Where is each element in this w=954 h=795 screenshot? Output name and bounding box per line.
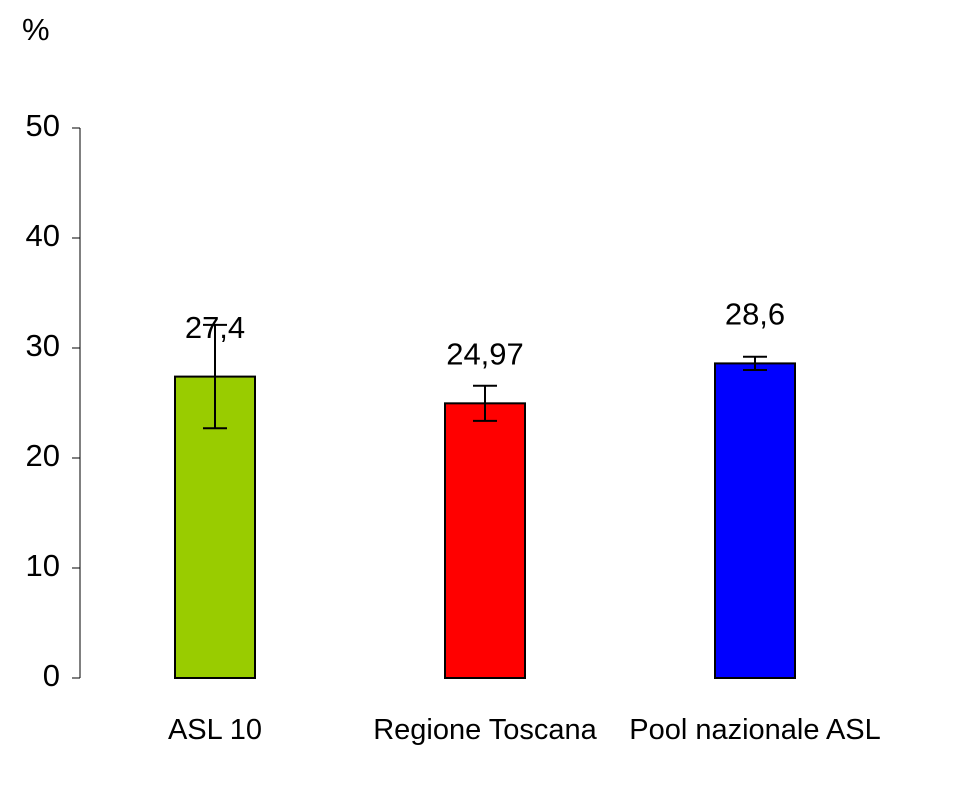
error-bar [203,323,227,430]
x-tick-label: ASL 10 [167,714,263,746]
bar [714,362,796,679]
value-label: 27,4 [185,310,245,345]
y-tick-label: 20 [26,438,60,473]
x-tick-label: Pool nazionale ASL [629,714,881,746]
error-bar [473,384,497,422]
y-tick-label: 0 [43,658,60,693]
y-axis-label: % [22,12,50,47]
x-tick-label: Regione Toscana [373,714,597,746]
value-label: 24,97 [446,337,524,372]
y-tick-label: 10 [26,548,60,583]
value-label: 28,6 [725,297,785,332]
bar [444,402,526,679]
error-bar [743,355,767,371]
y-tick-label: 30 [26,328,60,363]
y-tick-label: 40 [26,218,60,253]
y-tick-label: 50 [26,108,60,143]
